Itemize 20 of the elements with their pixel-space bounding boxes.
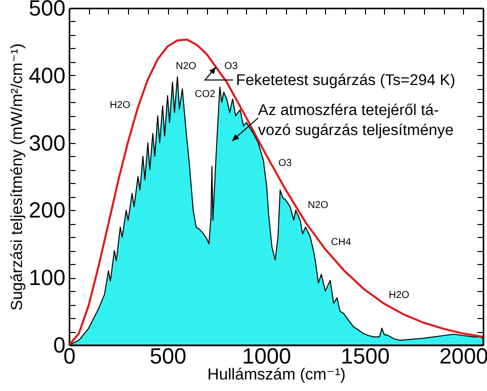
y-tick-label: 200 (28, 198, 66, 223)
y-tick-label: 400 (28, 62, 66, 88)
x-tick-label: 1500 (340, 344, 390, 368)
y-tick-label: 100 (28, 265, 66, 290)
annotation: H2O (110, 100, 130, 111)
annotation: CO2 (194, 89, 216, 100)
annotation: CH4 (330, 237, 352, 248)
x-tick-label: 1000 (242, 344, 292, 368)
annotation: Az atmoszféra tetejéről tá- vozó sugárzás teljesítménye (258, 102, 454, 139)
annotation: Feketetest sugárzás (Ts=294 K) (236, 72, 456, 89)
y-axis-title: Sugárzási teljesítmény (mW/m²/cm⁻¹) (8, 43, 26, 311)
annotation: N2O (176, 61, 196, 72)
annotation: O3 (278, 158, 292, 169)
y-tick-label: 500 (28, 0, 66, 20)
annotation: H2O (388, 290, 410, 301)
x-axis-title: Hullámszám (cm⁻¹) (207, 366, 346, 384)
annotation: N2O (308, 200, 328, 211)
annotation: O3 (224, 61, 238, 72)
x-tick-label: 500 (150, 344, 186, 368)
y-tick-label: 300 (28, 130, 66, 156)
